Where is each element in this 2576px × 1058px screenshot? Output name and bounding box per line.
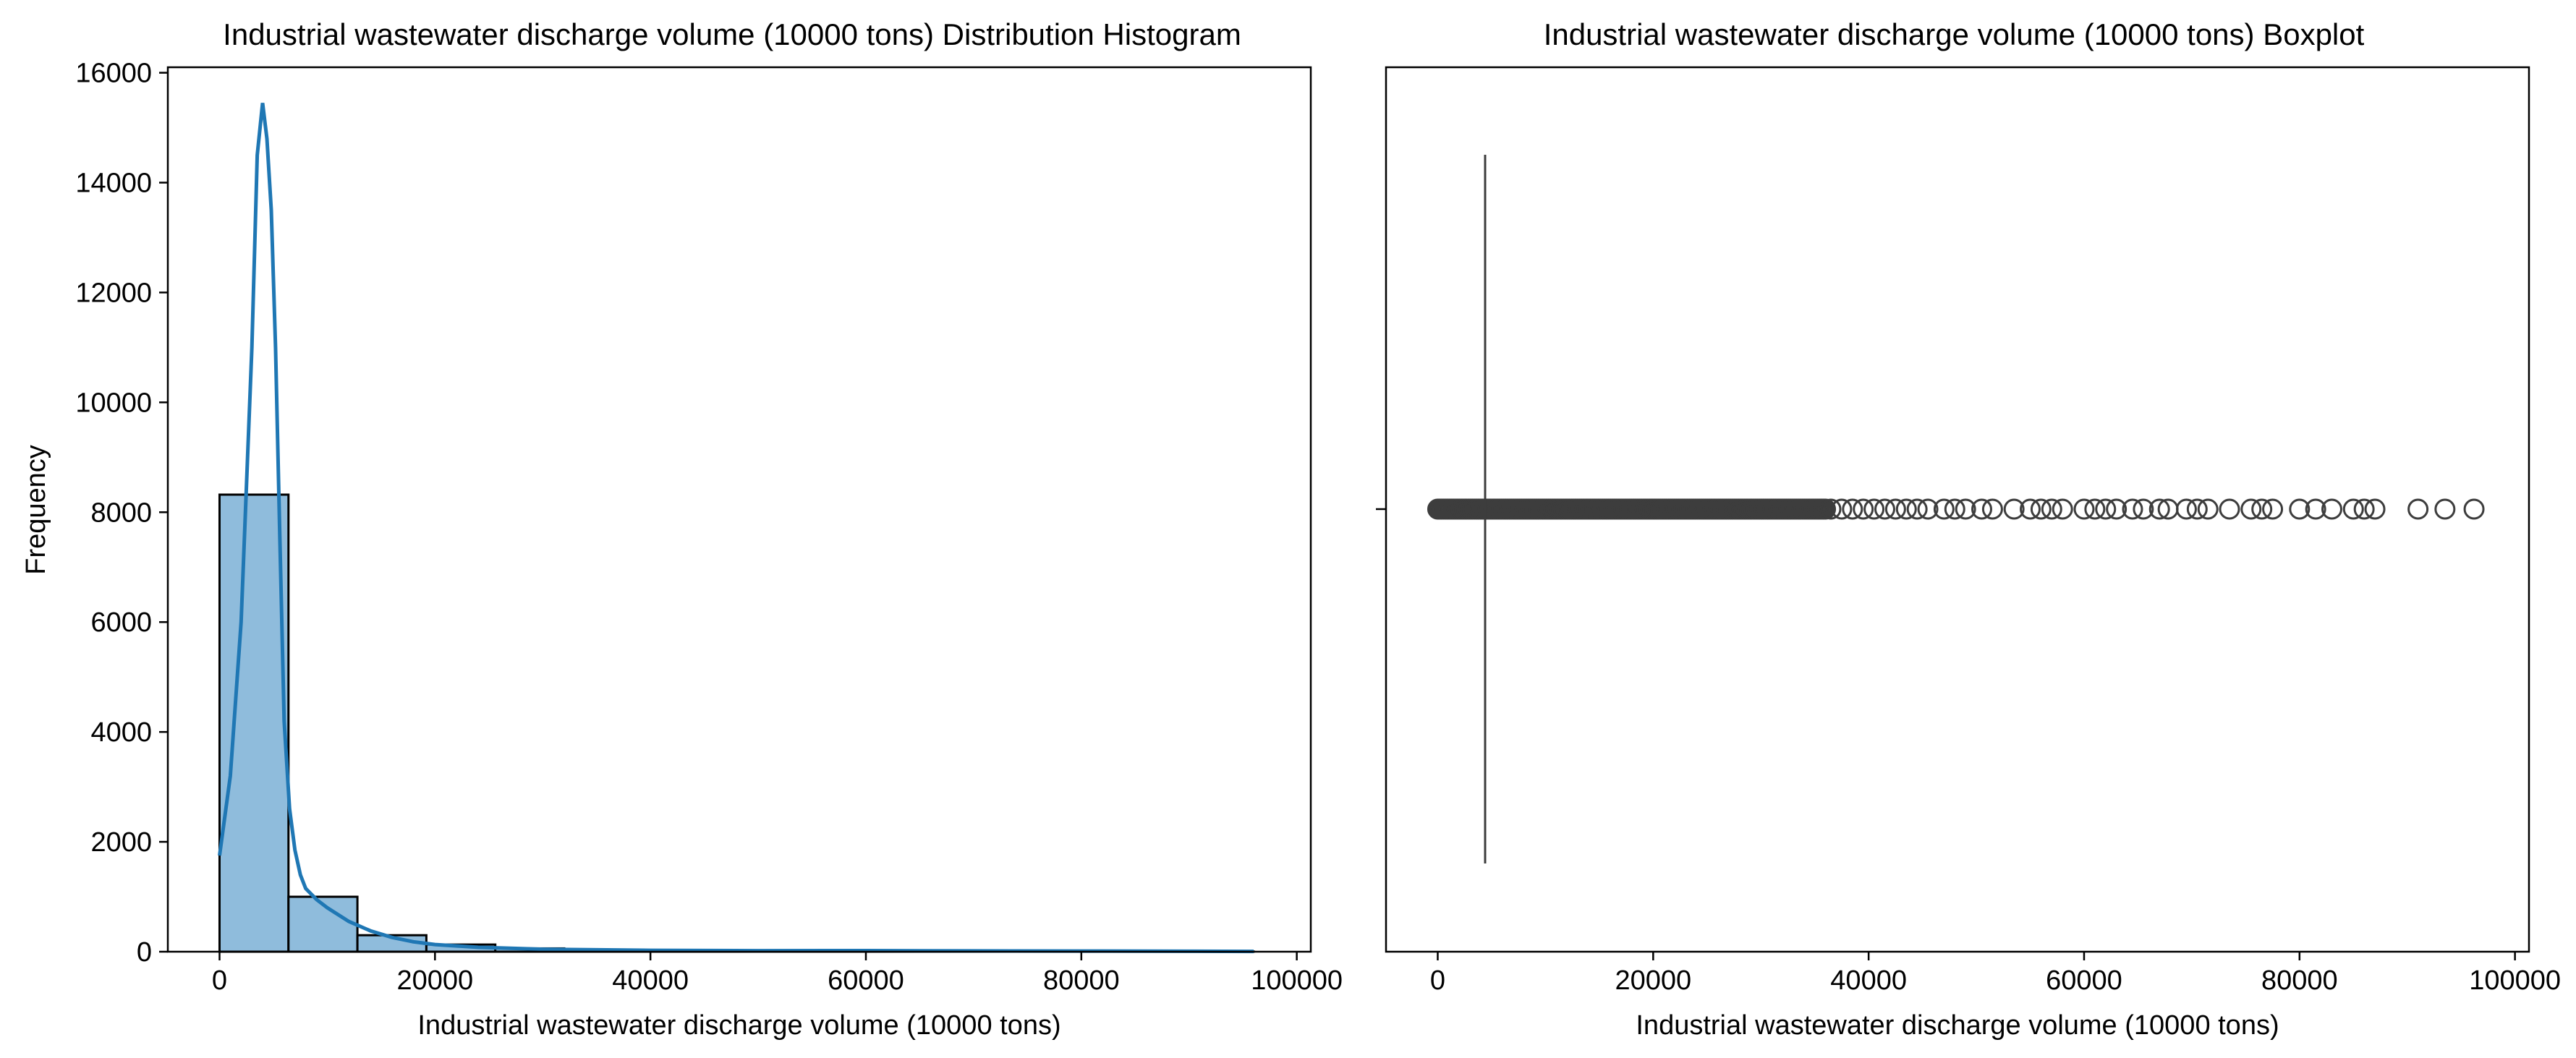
boxplot-outlier-point [2084, 498, 2106, 520]
boxplot-outlier-point [2289, 498, 2311, 520]
boxplot-outlier-point [1884, 498, 1906, 520]
boxplot-outlier-point [1815, 498, 1837, 520]
histogram-y-tick-label: 16000 [75, 59, 152, 89]
boxplot-outlier-point [2353, 498, 2375, 520]
boxplot-outlier-point [1874, 498, 1895, 520]
boxplot-outlier-point [2342, 498, 2364, 520]
boxplot-outlier-point [2175, 498, 2197, 520]
boxplot-outlier-point [1863, 498, 1885, 520]
boxplot-outlier-point [2434, 498, 2456, 520]
histogram-axes-frame [166, 66, 1312, 953]
kde-curve [218, 103, 1254, 954]
histogram-y-tick-label: 6000 [90, 607, 152, 638]
histogram-y-tick-label: 12000 [75, 278, 152, 308]
histogram-bars [218, 493, 1255, 953]
histogram-x-tick-label: 100000 [1251, 965, 1343, 996]
boxplot-outlier-point [1944, 498, 1965, 520]
boxplot-outlier-point [1917, 498, 1939, 520]
histogram-y-ticks: 0 2000 4000 6000 8000 10000 12000 14000 16000 [75, 59, 168, 968]
boxplot-outlier-point [2041, 498, 2062, 520]
histogram-y-tick-label: 8000 [90, 498, 152, 528]
boxplot-x-tick-label: 20000 [1615, 965, 1691, 996]
boxplot-outliers [1427, 498, 2485, 520]
boxplot-x-tick-label: 40000 [1830, 965, 1907, 996]
boxplot-outlier-point [2020, 498, 2041, 520]
histogram-x-ticks: 0 20000 40000 60000 80000 100000 [212, 952, 1343, 996]
boxplot-panel: Industrial wastewater discharge volume (… [1376, 17, 2561, 1041]
histogram-y-axis-label: Frequency [21, 445, 51, 575]
boxplot-outlier-point [2463, 498, 2485, 520]
boxplot-outlier-point [2095, 498, 2117, 520]
histogram-title: Industrial wastewater discharge volume (… [223, 17, 1241, 51]
histogram-bar [218, 493, 290, 953]
boxplot-outlier-point [2251, 498, 2273, 520]
boxplot-outlier-point [2186, 498, 2208, 520]
boxplot-outlier-point [1971, 498, 1993, 520]
boxplot-x-ticks: 0 20000 40000 60000 80000 100000 [1430, 952, 2561, 996]
boxplot-outlier-point [1831, 498, 1853, 520]
boxplot-outlier-point [2321, 498, 2342, 520]
boxplot-outlier-point [1933, 498, 1955, 520]
boxplot-outlier-point [2003, 498, 2025, 520]
boxplot-outlier-point [1955, 498, 1976, 520]
boxplot-outlier-point [2030, 498, 2052, 520]
histogram-y-tick-label: 0 [137, 937, 152, 968]
boxplot-outlier-point [1981, 498, 2003, 520]
histogram-y-tick-label: 4000 [90, 717, 152, 748]
boxplot-outlier-point [2122, 498, 2143, 520]
boxplot-outlier-point [1820, 498, 1842, 520]
boxplot-outlier-point [2197, 498, 2219, 520]
histogram-y-tick-label: 2000 [90, 827, 152, 858]
boxplot-x-axis-label: Industrial wastewater discharge volume (… [1636, 1010, 2279, 1041]
boxplot-outlier-point [1895, 498, 1917, 520]
boxplot-outlier-point [2133, 498, 2154, 520]
boxplot-x-tick-label: 0 [1430, 965, 1445, 996]
boxplot-title: Industrial wastewater discharge volume (… [1544, 17, 2365, 51]
boxplot-outlier-point [2240, 498, 2262, 520]
histogram-x-axis-label: Industrial wastewater discharge volume (… [417, 1010, 1060, 1041]
histogram-x-tick-label: 80000 [1043, 965, 1120, 996]
boxplot-x-tick-label: 60000 [2046, 965, 2122, 996]
boxplot-outlier-point [2073, 498, 2095, 520]
boxplot-outlier-point [2052, 498, 2073, 520]
histogram-panel: Industrial wastewater discharge volume (… [21, 17, 1343, 1041]
boxplot-outlier-point [1906, 498, 1928, 520]
boxplot-x-tick-label: 100000 [2469, 965, 2561, 996]
histogram-x-tick-label: 40000 [612, 965, 689, 996]
boxplot-outlier-point [1842, 498, 1863, 520]
boxplot-outlier-point [2262, 498, 2284, 520]
boxplot-outlier-point [2364, 498, 2386, 520]
boxplot-x-tick-label: 80000 [2261, 965, 2338, 996]
boxplot-outlier-point [2219, 498, 2240, 520]
boxplot-outlier-point [2305, 498, 2326, 520]
boxplot-outlier-point [2407, 498, 2429, 520]
histogram-x-tick-label: 0 [212, 965, 227, 996]
boxplot-outlier-point [2106, 498, 2127, 520]
boxplot-outlier-point [2148, 498, 2170, 520]
histogram-x-tick-label: 60000 [828, 965, 904, 996]
boxplot-outlier-point [1853, 498, 1874, 520]
histogram-x-tick-label: 20000 [396, 965, 473, 996]
histogram-y-tick-label: 14000 [75, 168, 152, 199]
histogram-y-tick-label: 10000 [75, 388, 152, 418]
